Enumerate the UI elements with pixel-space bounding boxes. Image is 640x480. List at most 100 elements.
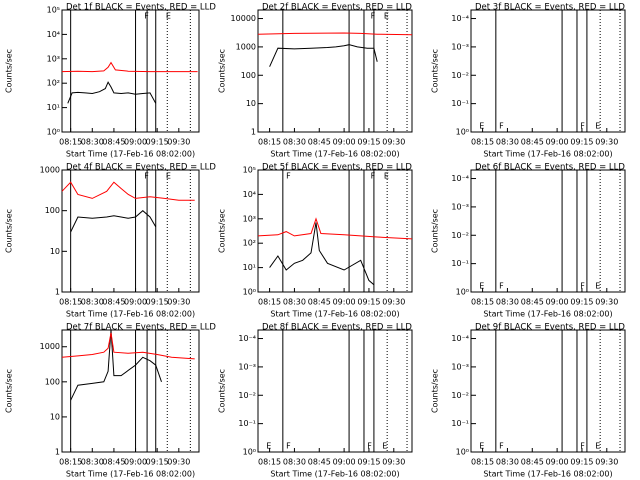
flag-label: F — [144, 12, 149, 21]
x-tick-label: 09:15 — [146, 298, 169, 307]
x-tick-label: 08:30 — [496, 458, 519, 467]
x-tick-label: 09:15 — [570, 138, 593, 147]
flag-label: E — [595, 122, 600, 131]
plot-frame — [61, 329, 200, 453]
y-tick-label: 10⁻⁴ — [451, 174, 469, 183]
x-tick-label: 08:30 — [496, 138, 519, 147]
flag-label: F — [499, 282, 504, 291]
x-tick-label: 09:30 — [167, 458, 190, 467]
x-tick-label: 09:00 — [546, 298, 569, 307]
x-tick-label: 08:30 — [81, 138, 104, 147]
data-line — [70, 210, 157, 233]
data-line — [269, 222, 375, 286]
y-tick-label: 10⁰ — [456, 288, 469, 297]
chart-title: Det 1f BLACK = Events, RED = LLD — [66, 3, 216, 13]
x-tick-label: 09:00 — [124, 458, 147, 467]
y-tick-label: 10⁻² — [451, 391, 469, 400]
x-tick-label: 09:30 — [595, 138, 618, 147]
x-tick-label: 09:30 — [382, 138, 405, 147]
x-tick-label: 08:15 — [59, 298, 82, 307]
x-axis-label: Start Time (17-Feb-16 08:02:00) — [66, 150, 195, 159]
y-tick-label: 10 — [50, 412, 60, 421]
x-axis-label: Start Time (17-Feb-16 08:02:00) — [66, 470, 195, 479]
x-tick-label: 09:00 — [333, 138, 356, 147]
y-tick-label: 10⁻² — [238, 391, 256, 400]
data-line — [257, 217, 413, 240]
plot-frame — [470, 169, 626, 293]
y-tick-label: 10 — [50, 247, 60, 256]
y-tick-label: 10² — [47, 79, 60, 88]
x-tick-label: 09:15 — [357, 138, 380, 147]
data-line — [61, 332, 195, 360]
y-axis-label: Counts/sec — [218, 49, 227, 93]
y-tick-label: 10⁻⁴ — [451, 14, 469, 23]
plot-frame — [257, 169, 413, 293]
x-axis-label: Start Time (17-Feb-16 08:02:00) — [483, 150, 612, 159]
x-tick-label: 08:15 — [59, 458, 82, 467]
flag-label: F — [286, 442, 291, 451]
y-axis-label: Counts/sec — [5, 369, 14, 413]
y-tick-label: 10⁻² — [451, 231, 469, 240]
y-tick-label: 10⁰ — [456, 448, 469, 457]
x-axis-label: Start Time (17-Feb-16 08:02:00) — [483, 470, 612, 479]
y-tick-label: 10¹ — [47, 103, 60, 112]
y-tick-label: 10⁰ — [47, 128, 60, 137]
data-line — [67, 81, 157, 104]
x-axis-label: Start Time (17-Feb-16 08:02:00) — [66, 310, 195, 319]
x-tick-label: 09:30 — [167, 138, 190, 147]
y-tick-label: 10⁻¹ — [451, 259, 469, 268]
x-tick-label: 08:15 — [471, 458, 494, 467]
x-tick-label: 08:30 — [81, 298, 104, 307]
x-tick-label: 08:45 — [102, 458, 125, 467]
chart-title: Det 9f BLACK = Events, RED = LLD — [475, 323, 625, 333]
plot-frame — [61, 9, 200, 133]
flag-label: F — [144, 172, 149, 181]
flag-label: E — [166, 172, 171, 181]
x-tick-label: 08:30 — [81, 458, 104, 467]
y-axis-label: Counts/sec — [431, 49, 440, 93]
x-tick-label: 08:15 — [471, 298, 494, 307]
y-tick-label: 10⁻³ — [451, 42, 469, 51]
y-tick-label: 10³ — [243, 214, 256, 223]
y-tick-label: 10⁵ — [243, 166, 256, 175]
y-tick-label: 10² — [243, 239, 256, 248]
x-tick-label: 09:00 — [124, 298, 147, 307]
x-tick-label: 09:00 — [333, 458, 356, 467]
y-tick-label: 100 — [45, 206, 60, 215]
data-line — [70, 329, 162, 401]
flag-label: F — [371, 12, 376, 21]
x-tick-label: 09:15 — [146, 138, 169, 147]
y-tick-label: 10⁻¹ — [451, 99, 469, 108]
y-tick-label: 10⁻³ — [451, 362, 469, 371]
x-tick-label: 08:15 — [258, 458, 281, 467]
plot-frame — [470, 9, 626, 133]
flag-label: F — [371, 172, 376, 181]
flag-label: F — [367, 442, 372, 451]
x-tick-label: 09:15 — [146, 458, 169, 467]
y-axis-label: Counts/sec — [218, 369, 227, 413]
flag-label: E — [266, 442, 271, 451]
data-line — [269, 44, 378, 67]
x-tick-label: 08:45 — [308, 298, 331, 307]
flag-label: E — [479, 282, 484, 291]
flag-label: E — [595, 442, 600, 451]
x-tick-label: 08:15 — [258, 138, 281, 147]
y-tick-label: 1 — [251, 128, 256, 137]
y-tick-label: 1000 — [40, 166, 60, 175]
flag-label: F — [580, 122, 585, 131]
x-tick-label: 08:45 — [521, 298, 544, 307]
y-tick-label: 10¹ — [243, 263, 256, 272]
plot-frame — [257, 9, 413, 133]
flag-label: E — [384, 12, 389, 21]
x-tick-label: 09:15 — [357, 298, 380, 307]
flag-label: E — [166, 12, 171, 21]
x-tick-label: 09:15 — [570, 298, 593, 307]
y-tick-label: 10³ — [47, 54, 60, 63]
x-tick-label: 08:45 — [308, 458, 331, 467]
y-tick-label: 1 — [55, 448, 60, 457]
plot-frame — [257, 329, 413, 453]
y-tick-label: 10 — [246, 99, 256, 108]
y-tick-label: 10⁻³ — [238, 362, 256, 371]
x-tick-label: 09:15 — [357, 458, 380, 467]
y-tick-label: 10⁰ — [243, 448, 256, 457]
